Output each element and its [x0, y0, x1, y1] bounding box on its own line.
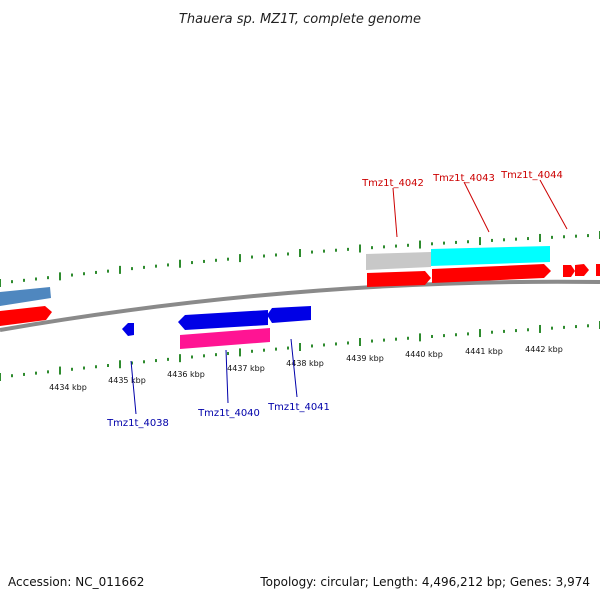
reverse-gene-labels: Tmz1t_4038 Tmz1t_4040 Tmz1t_4041 [106, 338, 330, 429]
gene-label-tmz1t-4042[interactable]: Tmz1t_4042 [361, 178, 424, 189]
gene-label-connector [463, 181, 490, 233]
scale-label: 4434 kbp [49, 383, 87, 392]
scale-label: 4439 kbp [346, 354, 384, 363]
cds-forward-arrow[interactable] [596, 264, 600, 276]
gene-label-tmz1t-4043[interactable]: Tmz1t_4043 [432, 173, 495, 184]
scale-label: 4436 kbp [167, 370, 205, 379]
genome-backbone [0, 279, 600, 332]
feature-steelblue[interactable] [0, 287, 51, 306]
scale-label: 4435 kbp [108, 376, 146, 385]
cds-reverse-arrow[interactable] [122, 323, 134, 336]
feature-track [0, 246, 600, 349]
feature-cyan[interactable] [431, 246, 550, 266]
genome-summary-text: Topology: circular; Length: 4,496,212 bp… [259, 575, 590, 589]
cds-reverse-arrow[interactable] [178, 310, 268, 330]
gene-label-connector [130, 360, 137, 415]
feature-grey[interactable] [366, 252, 431, 270]
rna-feature[interactable] [180, 328, 270, 349]
scale-label: 4440 kbp [405, 350, 443, 359]
scale-label: 4441 kbp [465, 347, 503, 356]
gene-label-connector [539, 179, 568, 230]
scale-label: 4442 kbp [525, 345, 563, 354]
accession-text: Accession: NC_011662 [8, 575, 144, 589]
outer-tick-track [0, 231, 600, 287]
cds-forward-arrow[interactable] [563, 265, 575, 277]
scale-label: 4438 kbp [286, 359, 324, 368]
cds-forward-arrow[interactable] [0, 306, 52, 326]
cds-forward-arrow[interactable] [575, 264, 589, 276]
gene-label-connector [290, 338, 298, 398]
cds-forward-arrow[interactable] [432, 264, 551, 283]
map-title: Thauera sp. MZ1T, complete genome [179, 12, 421, 27]
inner-tick-track [0, 321, 600, 381]
gene-label-connector [225, 349, 229, 404]
forward-gene-labels: Tmz1t_4042 Tmz1t_4043 Tmz1t_4044 [361, 170, 568, 238]
gene-label-tmz1t-4040[interactable]: Tmz1t_4040 [197, 408, 260, 419]
cds-reverse-arrow[interactable] [267, 306, 311, 323]
gene-label-tmz1t-4041[interactable]: Tmz1t_4041 [267, 402, 330, 413]
scale-label: 4437 kbp [227, 364, 265, 373]
gene-label-connector [392, 187, 398, 238]
cds-forward-arrow[interactable] [367, 271, 431, 287]
scale-labels: 4434 kbp 4435 kbp 4436 kbp 4437 kbp 4438… [49, 345, 563, 392]
gene-label-tmz1t-4038[interactable]: Tmz1t_4038 [106, 418, 169, 429]
gene-label-tmz1t-4044[interactable]: Tmz1t_4044 [500, 170, 563, 181]
